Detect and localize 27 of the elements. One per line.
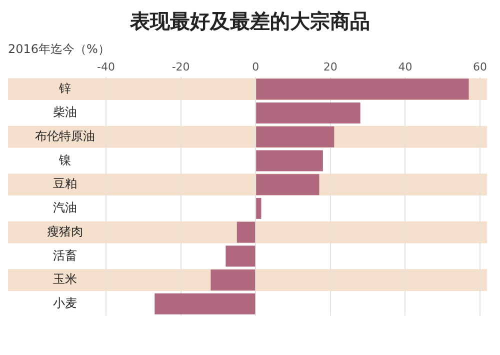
bar <box>154 293 256 314</box>
x-tick-label: 40 <box>398 60 412 74</box>
bar <box>256 102 360 124</box>
x-tick-label: 60 <box>473 60 487 74</box>
x-tick-label: -40 <box>97 60 115 74</box>
y-tick-label: 活畜 <box>53 248 77 262</box>
bar <box>256 174 320 196</box>
y-tick-label: 布伦特原油 <box>35 128 95 143</box>
x-axis-title: 2016年迄今（%） <box>8 41 111 58</box>
y-tick-label: 瘦猪肉 <box>47 224 83 238</box>
x-tick-label: -20 <box>172 60 190 74</box>
y-tick-label: 玉米 <box>53 272 77 286</box>
bar <box>256 198 262 219</box>
y-tick-label: 小麦 <box>53 296 77 310</box>
y-tick-label: 汽油 <box>53 200 77 215</box>
y-tick-label: 豆粕 <box>53 176 77 191</box>
y-tick-label: 柴油 <box>53 105 77 120</box>
y-tick-label: 锌 <box>58 81 71 96</box>
chart-title: 表现最好及最差的大宗商品 <box>129 8 371 35</box>
bar <box>236 222 256 243</box>
x-tick-label: 20 <box>323 60 338 74</box>
bar <box>210 270 256 291</box>
x-tick-label: 0 <box>252 60 260 74</box>
bar <box>256 150 323 172</box>
y-tick-label: 镍 <box>58 152 71 167</box>
bar <box>226 246 256 267</box>
bar <box>256 126 334 148</box>
